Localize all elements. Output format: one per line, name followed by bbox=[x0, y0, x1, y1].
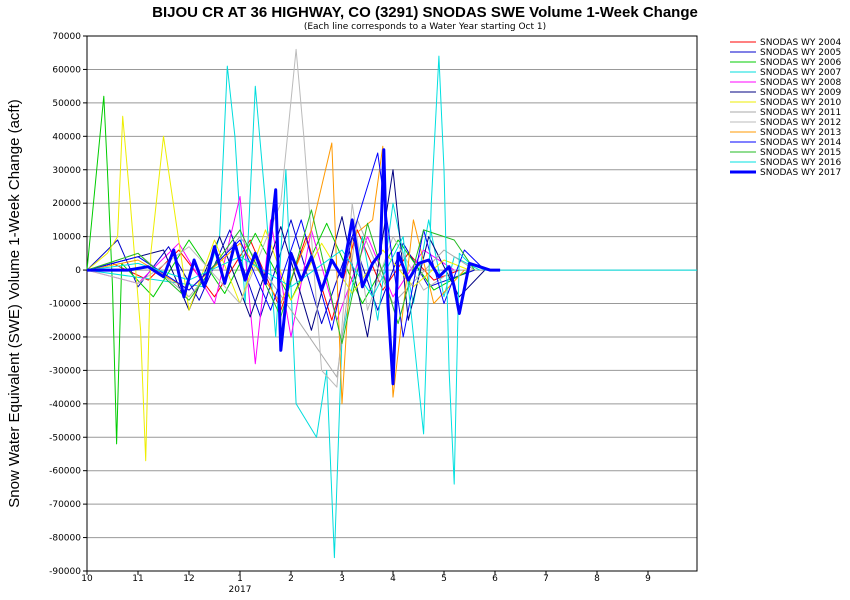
series-line bbox=[86, 48, 455, 388]
legend-label: SNODAS WY 2006 bbox=[760, 58, 841, 68]
y-tick-label: 40000 bbox=[52, 132, 81, 142]
legend-label: SNODAS WY 2007 bbox=[760, 68, 841, 78]
x-tick-label: 6 bbox=[492, 574, 498, 584]
legend-label: SNODAS WY 2016 bbox=[760, 158, 841, 168]
legend-label: SNODAS WY 2017 bbox=[760, 168, 841, 178]
y-tick-label: 70000 bbox=[52, 32, 81, 42]
x-tick-label: 7 bbox=[543, 574, 549, 584]
x-tick-label: 11 bbox=[132, 574, 143, 584]
legend-label: SNODAS WY 2015 bbox=[760, 148, 841, 158]
x-tick-label: 8 bbox=[594, 574, 600, 584]
y-tick-label: 20000 bbox=[52, 199, 81, 209]
y-tick-label: -20000 bbox=[49, 333, 81, 343]
series-layer bbox=[86, 48, 697, 559]
y-tick-label: -10000 bbox=[49, 300, 81, 310]
y-axis-label: Snow Water Equivalent (SWE) Volume 1-Wee… bbox=[6, 99, 23, 508]
legend-label: SNODAS WY 2013 bbox=[760, 128, 841, 138]
legend-label: SNODAS WY 2009 bbox=[760, 88, 841, 98]
y-tick-label: -70000 bbox=[49, 500, 81, 510]
chart-title: BIJOU CR AT 36 HIGHWAY, CO (3291) SNODAS… bbox=[152, 4, 698, 21]
series-line bbox=[86, 65, 480, 559]
y-axis-ticks: 70000 60000 50000 40000 30000 20000 10000 0 -100… bbox=[49, 32, 87, 577]
legend-label: SNODAS WY 2014 bbox=[760, 138, 841, 148]
y-tick-label: -90000 bbox=[49, 567, 81, 577]
x-tick-label: 1 bbox=[237, 574, 243, 584]
x-axis-year-label: 2017 bbox=[229, 585, 252, 595]
y-tick-label: 0 bbox=[75, 266, 81, 276]
y-tick-label: 50000 bbox=[52, 99, 81, 109]
y-tick-label: -50000 bbox=[49, 433, 81, 443]
x-tick-label: 12 bbox=[183, 574, 194, 584]
y-tick-label: -30000 bbox=[49, 366, 81, 376]
legend-label: SNODAS WY 2004 bbox=[760, 38, 841, 48]
y-tick-label: -60000 bbox=[49, 467, 81, 477]
legend-label: SNODAS WY 2005 bbox=[760, 48, 841, 58]
x-axis-ticks: 10 11 12 1 2 3 4 5 6 7 8 9 bbox=[81, 571, 651, 584]
legend-label: SNODAS WY 2010 bbox=[760, 98, 841, 108]
x-tick-label: 9 bbox=[645, 574, 651, 584]
y-tick-label: 30000 bbox=[52, 166, 81, 176]
y-tick-label: -40000 bbox=[49, 400, 81, 410]
y-tick-label: 60000 bbox=[52, 65, 81, 75]
x-tick-label: 5 bbox=[441, 574, 447, 584]
series-line bbox=[87, 148, 501, 386]
x-tick-label: 4 bbox=[390, 574, 396, 584]
legend-label: SNODAS WY 2008 bbox=[760, 78, 841, 88]
y-tick-label: 10000 bbox=[52, 233, 81, 243]
legend-label: SNODAS WY 2011 bbox=[760, 108, 841, 118]
x-tick-label: 3 bbox=[339, 574, 345, 584]
y-tick-label: -80000 bbox=[49, 534, 81, 544]
chart-subtitle: (Each line corresponds to a Water Year s… bbox=[304, 22, 546, 32]
x-tick-label: 10 bbox=[81, 574, 93, 584]
legend-label: SNODAS WY 2012 bbox=[760, 118, 841, 128]
series-line bbox=[86, 152, 486, 338]
x-tick-label: 2 bbox=[288, 574, 294, 584]
